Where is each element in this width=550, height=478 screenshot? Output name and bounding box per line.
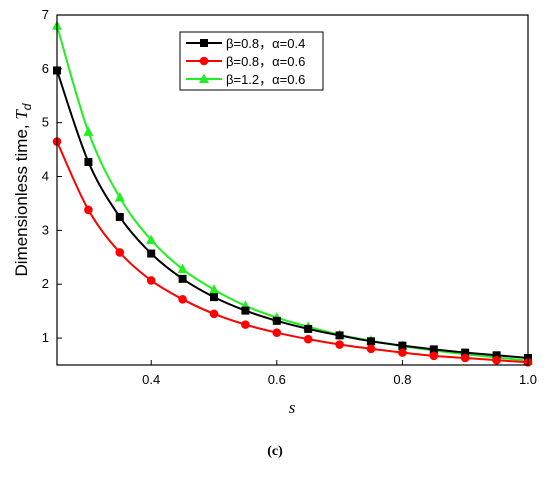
data-point-circle bbox=[335, 340, 344, 349]
y-axis-label-symbol: T bbox=[12, 109, 31, 120]
series-circle bbox=[52, 137, 533, 367]
figure-caption: (c) bbox=[267, 444, 283, 459]
data-point-circle bbox=[366, 344, 376, 354]
data-point-square bbox=[304, 324, 313, 333]
x-axis-label: s bbox=[289, 398, 296, 417]
x-tick-label: 1.0 bbox=[519, 372, 537, 387]
x-tick-label: 0.6 bbox=[268, 372, 286, 387]
data-point-square bbox=[115, 212, 124, 221]
plot-frame bbox=[56, 14, 529, 366]
legend-label: β=0.8，α=0.6 bbox=[226, 54, 305, 69]
y-tick-label: 3 bbox=[42, 222, 49, 237]
legend-entry: β=0.8，α=0.6 bbox=[186, 54, 305, 69]
data-point-square bbox=[84, 158, 93, 166]
y-tick-labels: 1 2 3 4 5 6 7 bbox=[42, 7, 49, 345]
data-point-circle bbox=[84, 205, 93, 215]
data-point-circle bbox=[209, 309, 219, 319]
x-tick-labels: 0.4 0.6 0.8 1.0 bbox=[142, 372, 537, 387]
data-point-circle bbox=[492, 355, 501, 365]
y-axis-label-subscript: d bbox=[20, 103, 34, 110]
data-point-triangle bbox=[177, 263, 188, 274]
data-point-square bbox=[367, 337, 375, 346]
legend-entry: β=0.8，α=0.4 bbox=[186, 36, 305, 51]
data-point-circle bbox=[115, 248, 125, 257]
x-tick-label: 0.4 bbox=[142, 372, 160, 387]
data-point-circle bbox=[303, 334, 313, 344]
data-point-square bbox=[210, 293, 218, 302]
series-line bbox=[56, 25, 529, 362]
y-tick-label: 7 bbox=[42, 7, 49, 22]
data-point-circle bbox=[272, 328, 282, 337]
x-tick-label: 0.8 bbox=[393, 372, 411, 387]
data-point-circle bbox=[146, 276, 156, 285]
legend: β=0.8，α=0.4 β=0.8，α=0.6 β=1.2，α=0.6 bbox=[179, 31, 324, 91]
legend-entries: β=0.8，α=0.4 β=0.8，α=0.6 β=1.2，α=0.6 bbox=[186, 36, 305, 87]
data-point-triangle bbox=[209, 284, 219, 294]
data-point-square bbox=[178, 274, 187, 283]
legend-label: β=0.8，α=0.4 bbox=[226, 36, 305, 51]
series-line bbox=[56, 70, 529, 359]
data-point-circle bbox=[398, 348, 407, 357]
series-layer bbox=[52, 20, 533, 367]
data-point-triangle bbox=[146, 234, 157, 245]
data-point-square bbox=[398, 341, 407, 350]
legend-label: β=1.2，α=0.6 bbox=[226, 72, 305, 87]
data-point-square bbox=[147, 249, 156, 258]
y-tick-label: 1 bbox=[42, 330, 49, 345]
y-axis-label: Dimensionless time, Td bbox=[12, 103, 34, 276]
data-point-square bbox=[200, 39, 208, 47]
y-tick-label: 4 bbox=[42, 169, 49, 184]
data-point-square bbox=[461, 348, 470, 357]
data-point-triangle bbox=[114, 192, 125, 202]
data-point-square bbox=[272, 316, 281, 325]
legend-entry: β=1.2，α=0.6 bbox=[186, 72, 305, 87]
data-point-triangle bbox=[199, 73, 209, 83]
y-axis-label-main: Dimensionless time, bbox=[12, 120, 31, 277]
data-point-square bbox=[241, 306, 250, 315]
series-line bbox=[56, 141, 529, 364]
y-tick-label: 5 bbox=[42, 115, 49, 130]
data-point-square bbox=[335, 331, 344, 340]
y-tick-label: 2 bbox=[42, 276, 49, 291]
data-point-circle bbox=[429, 351, 439, 361]
data-point-circle bbox=[460, 353, 470, 363]
data-point-triangle bbox=[83, 126, 94, 136]
data-point-square bbox=[429, 345, 438, 354]
y-tick-label: 6 bbox=[42, 61, 49, 76]
data-point-circle bbox=[241, 320, 250, 329]
data-point-circle bbox=[199, 56, 209, 66]
data-point-circle bbox=[178, 295, 187, 304]
data-point-square bbox=[492, 351, 501, 360]
